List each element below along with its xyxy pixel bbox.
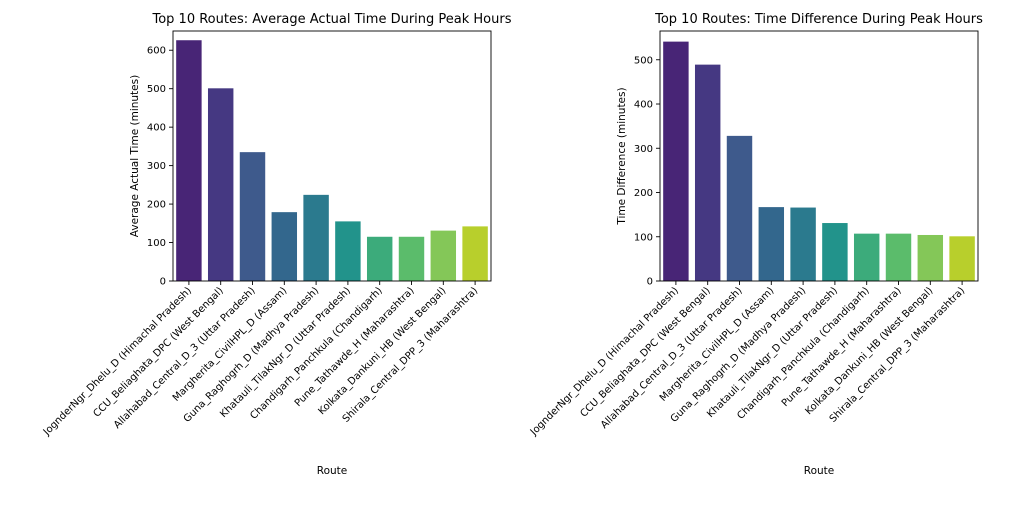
x-tick-label: Margherita_CivilHPL_D (Assam) (658, 285, 777, 404)
x-axis-label: Route (804, 465, 834, 477)
bar (694, 64, 721, 281)
y-axis-label: Average Actual Time (minutes) (129, 75, 141, 237)
bar (758, 207, 785, 281)
plot-frame (659, 30, 979, 282)
chart-title: Top 10 Routes: Time Difference During Pe… (654, 12, 983, 27)
x-tick-label: JognderNgr_Dhelu_D (Himachal Pradesh) (41, 285, 194, 438)
bar (430, 230, 457, 281)
bar (462, 226, 488, 281)
x-tick-label: Pune_Tathawde_H (Maharashtra) (780, 285, 904, 409)
bar (726, 135, 753, 281)
bar (853, 233, 880, 281)
y-tick-label: 200 (147, 200, 166, 211)
y-tick-label: 500 (147, 84, 166, 95)
x-tick-label: JognderNgr_Dhelu_D (Himachal Pradesh) (528, 285, 681, 438)
y-tick-label: 400 (147, 123, 166, 134)
bar (663, 41, 689, 282)
y-tick-label: 0 (647, 277, 653, 288)
bar (303, 194, 329, 281)
bar (790, 207, 816, 281)
y-tick-label: 0 (160, 277, 166, 288)
bar (207, 88, 234, 281)
x-axis-label: Route (317, 465, 347, 477)
bar (335, 221, 361, 281)
bar (885, 233, 912, 281)
chart-1: 0 100 200 300 400 500 600 JognderNgr_Dhelu_D (H… (41, 12, 512, 477)
chart-title: Top 10 Routes: Average Actual Time Durin… (151, 12, 511, 27)
y-tick-label: 200 (634, 188, 653, 199)
y-tick-label: 400 (634, 100, 653, 111)
bar (398, 236, 425, 281)
plot-frame (172, 30, 492, 282)
bar (917, 234, 944, 281)
y-tick-label: 500 (634, 55, 653, 66)
y-axis-label: Time Difference (minutes) (616, 87, 628, 225)
bar (822, 223, 848, 281)
x-tick-label: Margherita_CivilHPL_D (Assam) (171, 285, 290, 404)
bar (949, 236, 975, 281)
bar (271, 212, 298, 281)
bar (176, 40, 202, 282)
bar (366, 236, 393, 281)
y-tick-label: 600 (147, 46, 166, 57)
y-tick-label: 300 (634, 144, 653, 155)
chart-2: 0 100 200 300 400 500 JognderNgr_Dhelu_D (Hima… (528, 12, 983, 477)
x-tick-label: Pune_Tathawde_H (Maharashtra) (293, 285, 417, 409)
y-tick-label: 100 (147, 238, 166, 249)
bar (239, 152, 266, 281)
y-tick-label: 100 (634, 232, 653, 243)
y-tick-label: 300 (147, 161, 166, 172)
